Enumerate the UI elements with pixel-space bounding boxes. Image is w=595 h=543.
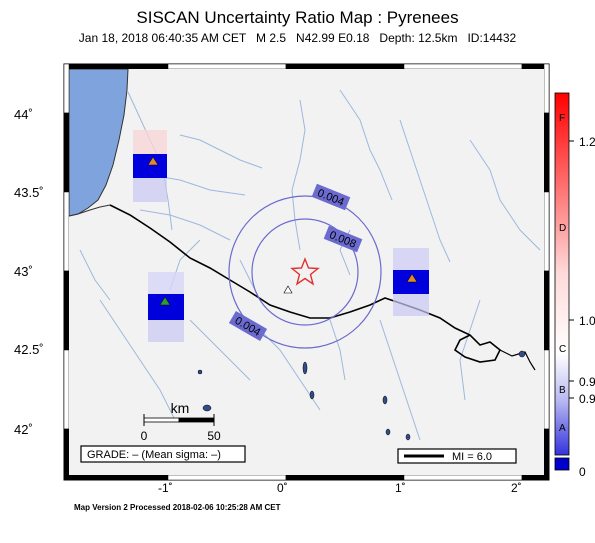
- svg-text:C: C: [559, 344, 566, 355]
- frame-segment: [63, 63, 70, 114]
- colorbar: F D C B A 1.2 1.0 0.9 0.9 0: [554, 92, 595, 479]
- svg-text:MI = 6.0: MI = 6.0: [452, 451, 492, 463]
- frame-segment: [543, 112, 550, 193]
- svg-text:D: D: [559, 223, 566, 234]
- station-marker-small: [283, 285, 293, 294]
- svg-text:1˚: 1˚: [395, 481, 406, 495]
- frame-segment: [403, 63, 523, 70]
- svg-text:0: 0: [141, 429, 148, 443]
- frame-segment: [63, 349, 70, 430]
- coastline-mediterranean: [499, 349, 536, 371]
- svg-text:F: F: [559, 113, 565, 124]
- svg-text:43˚: 43˚: [14, 264, 33, 279]
- y-axis-labels: 44˚ 43.5˚ 43˚ 42.5˚ 42˚: [14, 107, 44, 437]
- frame-segment: [63, 63, 169, 70]
- svg-text:-1˚: -1˚: [158, 481, 173, 495]
- scale-bar: km 0 50: [141, 400, 221, 443]
- frame-segment: [403, 474, 523, 481]
- frame-segment: [63, 428, 70, 481]
- svg-text:B: B: [559, 385, 566, 396]
- station-tile-west-north: [133, 130, 167, 202]
- svg-text:GRADE: – (Mean sigma: –): GRADE: – (Mean sigma: –): [87, 449, 221, 461]
- grade-box: GRADE: – (Mean sigma: –): [80, 445, 246, 463]
- svg-text:50: 50: [207, 429, 221, 443]
- svg-text:1.2: 1.2: [579, 135, 595, 149]
- border-spain-france: [109, 204, 502, 363]
- frame-segment: [285, 63, 405, 70]
- svg-text:43.5˚: 43.5˚: [14, 185, 44, 200]
- svg-text:km: km: [171, 400, 190, 416]
- svg-text:A: A: [559, 423, 566, 434]
- svg-text:0.9: 0.9: [579, 392, 595, 406]
- map-title: SISCAN Uncertainty Ratio Map : Pyrenees: [136, 8, 459, 27]
- svg-text:44˚: 44˚: [14, 107, 33, 122]
- frame-segment: [543, 191, 550, 272]
- frame-segment: [543, 63, 550, 114]
- lakes: [197, 350, 526, 441]
- mi-legend: MI = 6.0: [397, 448, 517, 464]
- svg-text:0: 0: [579, 465, 586, 479]
- station-tile-west-south: [148, 272, 184, 342]
- x-axis-labels: -1˚ 0˚ 1˚ 2˚: [158, 481, 522, 495]
- land-area: [69, 69, 544, 475]
- frame-segment: [63, 270, 70, 351]
- frame-segment: [167, 63, 287, 70]
- frame-segment: [63, 112, 70, 193]
- svg-text:2˚: 2˚: [511, 481, 522, 495]
- station-marker-warm-2: [406, 273, 418, 283]
- epicenter-star: [290, 257, 320, 286]
- station-marker-warm-1: [147, 156, 159, 166]
- frame-segment: [167, 474, 287, 481]
- frame-segment: [63, 474, 169, 481]
- svg-text:0˚: 0˚: [277, 481, 288, 495]
- frame-segment: [63, 191, 70, 272]
- uncertainty-contours: [228, 195, 382, 349]
- station-marker-green: [159, 296, 171, 306]
- svg-text:1.0: 1.0: [579, 314, 595, 328]
- frame-segment: [543, 428, 550, 481]
- svg-text:0.9: 0.9: [579, 375, 595, 389]
- frame-segment: [543, 270, 550, 351]
- svg-text:42˚: 42˚: [14, 422, 33, 437]
- svg-text:42.5˚: 42.5˚: [14, 342, 44, 357]
- processing-footer: Map Version 2 Processed 2018-02-06 10:25…: [74, 503, 281, 512]
- frame-segment: [285, 474, 405, 481]
- coastline-north-spain: [69, 204, 111, 217]
- frame-segment: [543, 349, 550, 430]
- event-details: Jan 18, 2018 06:40:35 AM CET M 2.5 N42.9…: [78, 31, 517, 45]
